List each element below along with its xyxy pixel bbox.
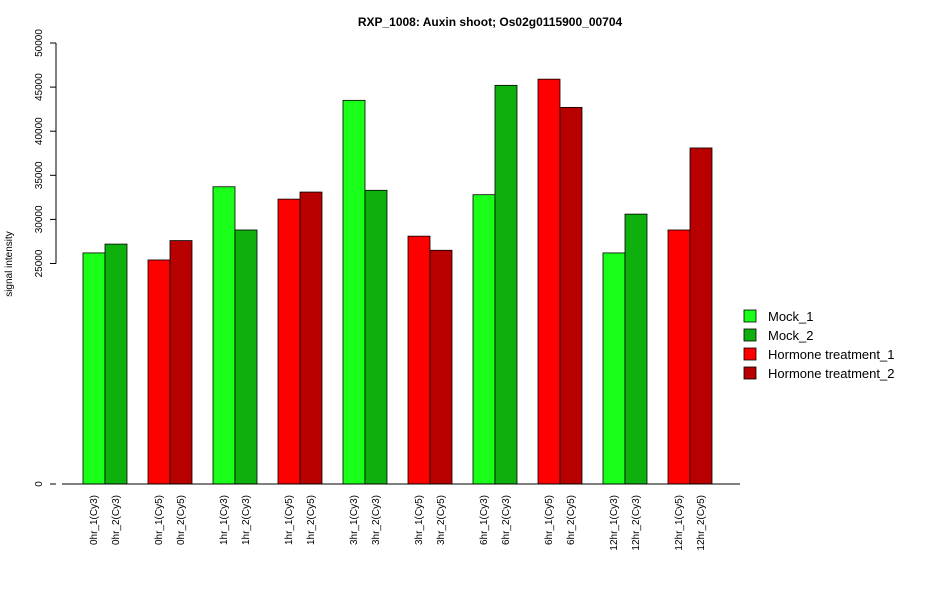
x-tick-label: 12hr_2(Cy3) — [631, 495, 642, 551]
bar — [169, 240, 193, 485]
x-tick-label: 0hr_2(Cy5) — [176, 495, 187, 545]
bar — [82, 252, 106, 485]
bar — [104, 243, 128, 485]
legend: Mock_1 Mock_2 Hormone treatment_1 Hormone t… — [743, 309, 894, 381]
bar — [472, 194, 496, 485]
bar — [624, 213, 648, 485]
bar — [494, 84, 518, 485]
y-tick-label: 35000 — [34, 161, 45, 189]
legend-swatch — [743, 328, 757, 342]
x-tick-label: 0hr_2(Cy3) — [111, 495, 122, 545]
x-tick-label: 6hr_1(Cy3) — [479, 495, 490, 545]
legend-label: Hormone treatment_2 — [768, 366, 894, 381]
legend-swatch — [743, 309, 757, 323]
x-tick-label: 12hr_1(Cy5) — [674, 495, 685, 551]
y-tick-label: 0 — [34, 481, 45, 487]
bar — [559, 106, 583, 485]
x-tick-label: 6hr_2(Cy3) — [501, 495, 512, 545]
y-tick-label: 30000 — [34, 205, 45, 233]
bar — [602, 252, 626, 485]
chart-title: RXP_1008: Auxin shoot; Os02g0115900_0070… — [358, 15, 623, 29]
x-tick-label: 0hr_1(Cy5) — [154, 495, 165, 545]
legend-label: Mock_1 — [768, 309, 814, 324]
bars-group — [82, 78, 713, 485]
y-tick-label: 25000 — [34, 249, 45, 277]
bar — [407, 235, 431, 485]
x-tick-label: 6hr_2(Cy5) — [566, 495, 577, 545]
x-tick-label: 12hr_1(Cy3) — [609, 495, 620, 551]
bar — [234, 229, 258, 485]
x-tick-label: 0hr_1(Cy3) — [89, 495, 100, 545]
x-tick-labels: 0hr_1(Cy3) 0hr_2(Cy3) 0hr_1(Cy5) 0hr_2(Cy5)… — [89, 495, 707, 551]
x-tick-label: 1hr_1(Cy5) — [284, 495, 295, 545]
bar — [364, 189, 388, 485]
y-axis-label: signal intensity — [4, 231, 15, 297]
y-tick-label: 45000 — [34, 73, 45, 101]
x-tick-label: 12hr_2(Cy5) — [696, 495, 707, 551]
bar — [667, 229, 691, 485]
legend-label: Mock_2 — [768, 328, 814, 343]
y-tick-label: 50000 — [34, 29, 45, 57]
x-tick-label: 1hr_2(Cy5) — [306, 495, 317, 545]
legend-label: Hormone treatment_1 — [768, 347, 894, 362]
legend-swatch — [743, 366, 757, 380]
bar — [689, 147, 713, 485]
x-tick-label: 3hr_1(Cy3) — [349, 495, 360, 545]
bar — [537, 78, 561, 485]
x-tick-label: 1hr_2(Cy3) — [241, 495, 252, 545]
x-tick-label: 1hr_1(Cy3) — [219, 495, 230, 545]
bar — [342, 99, 366, 485]
x-tick-label: 3hr_1(Cy5) — [414, 495, 425, 545]
x-tick-label: 6hr_1(Cy5) — [544, 495, 555, 545]
x-tick-label: 3hr_2(Cy3) — [371, 495, 382, 545]
x-tick-label: 3hr_2(Cy5) — [436, 495, 447, 545]
legend-swatch — [743, 347, 757, 361]
bar — [429, 249, 453, 485]
bar — [147, 259, 171, 485]
bar — [277, 198, 301, 485]
bar — [212, 186, 236, 485]
y-axis: 0 25000 30000 35000 40000 45000 50000 — [34, 29, 57, 487]
bar — [299, 191, 323, 485]
y-tick-label: 40000 — [34, 117, 45, 145]
